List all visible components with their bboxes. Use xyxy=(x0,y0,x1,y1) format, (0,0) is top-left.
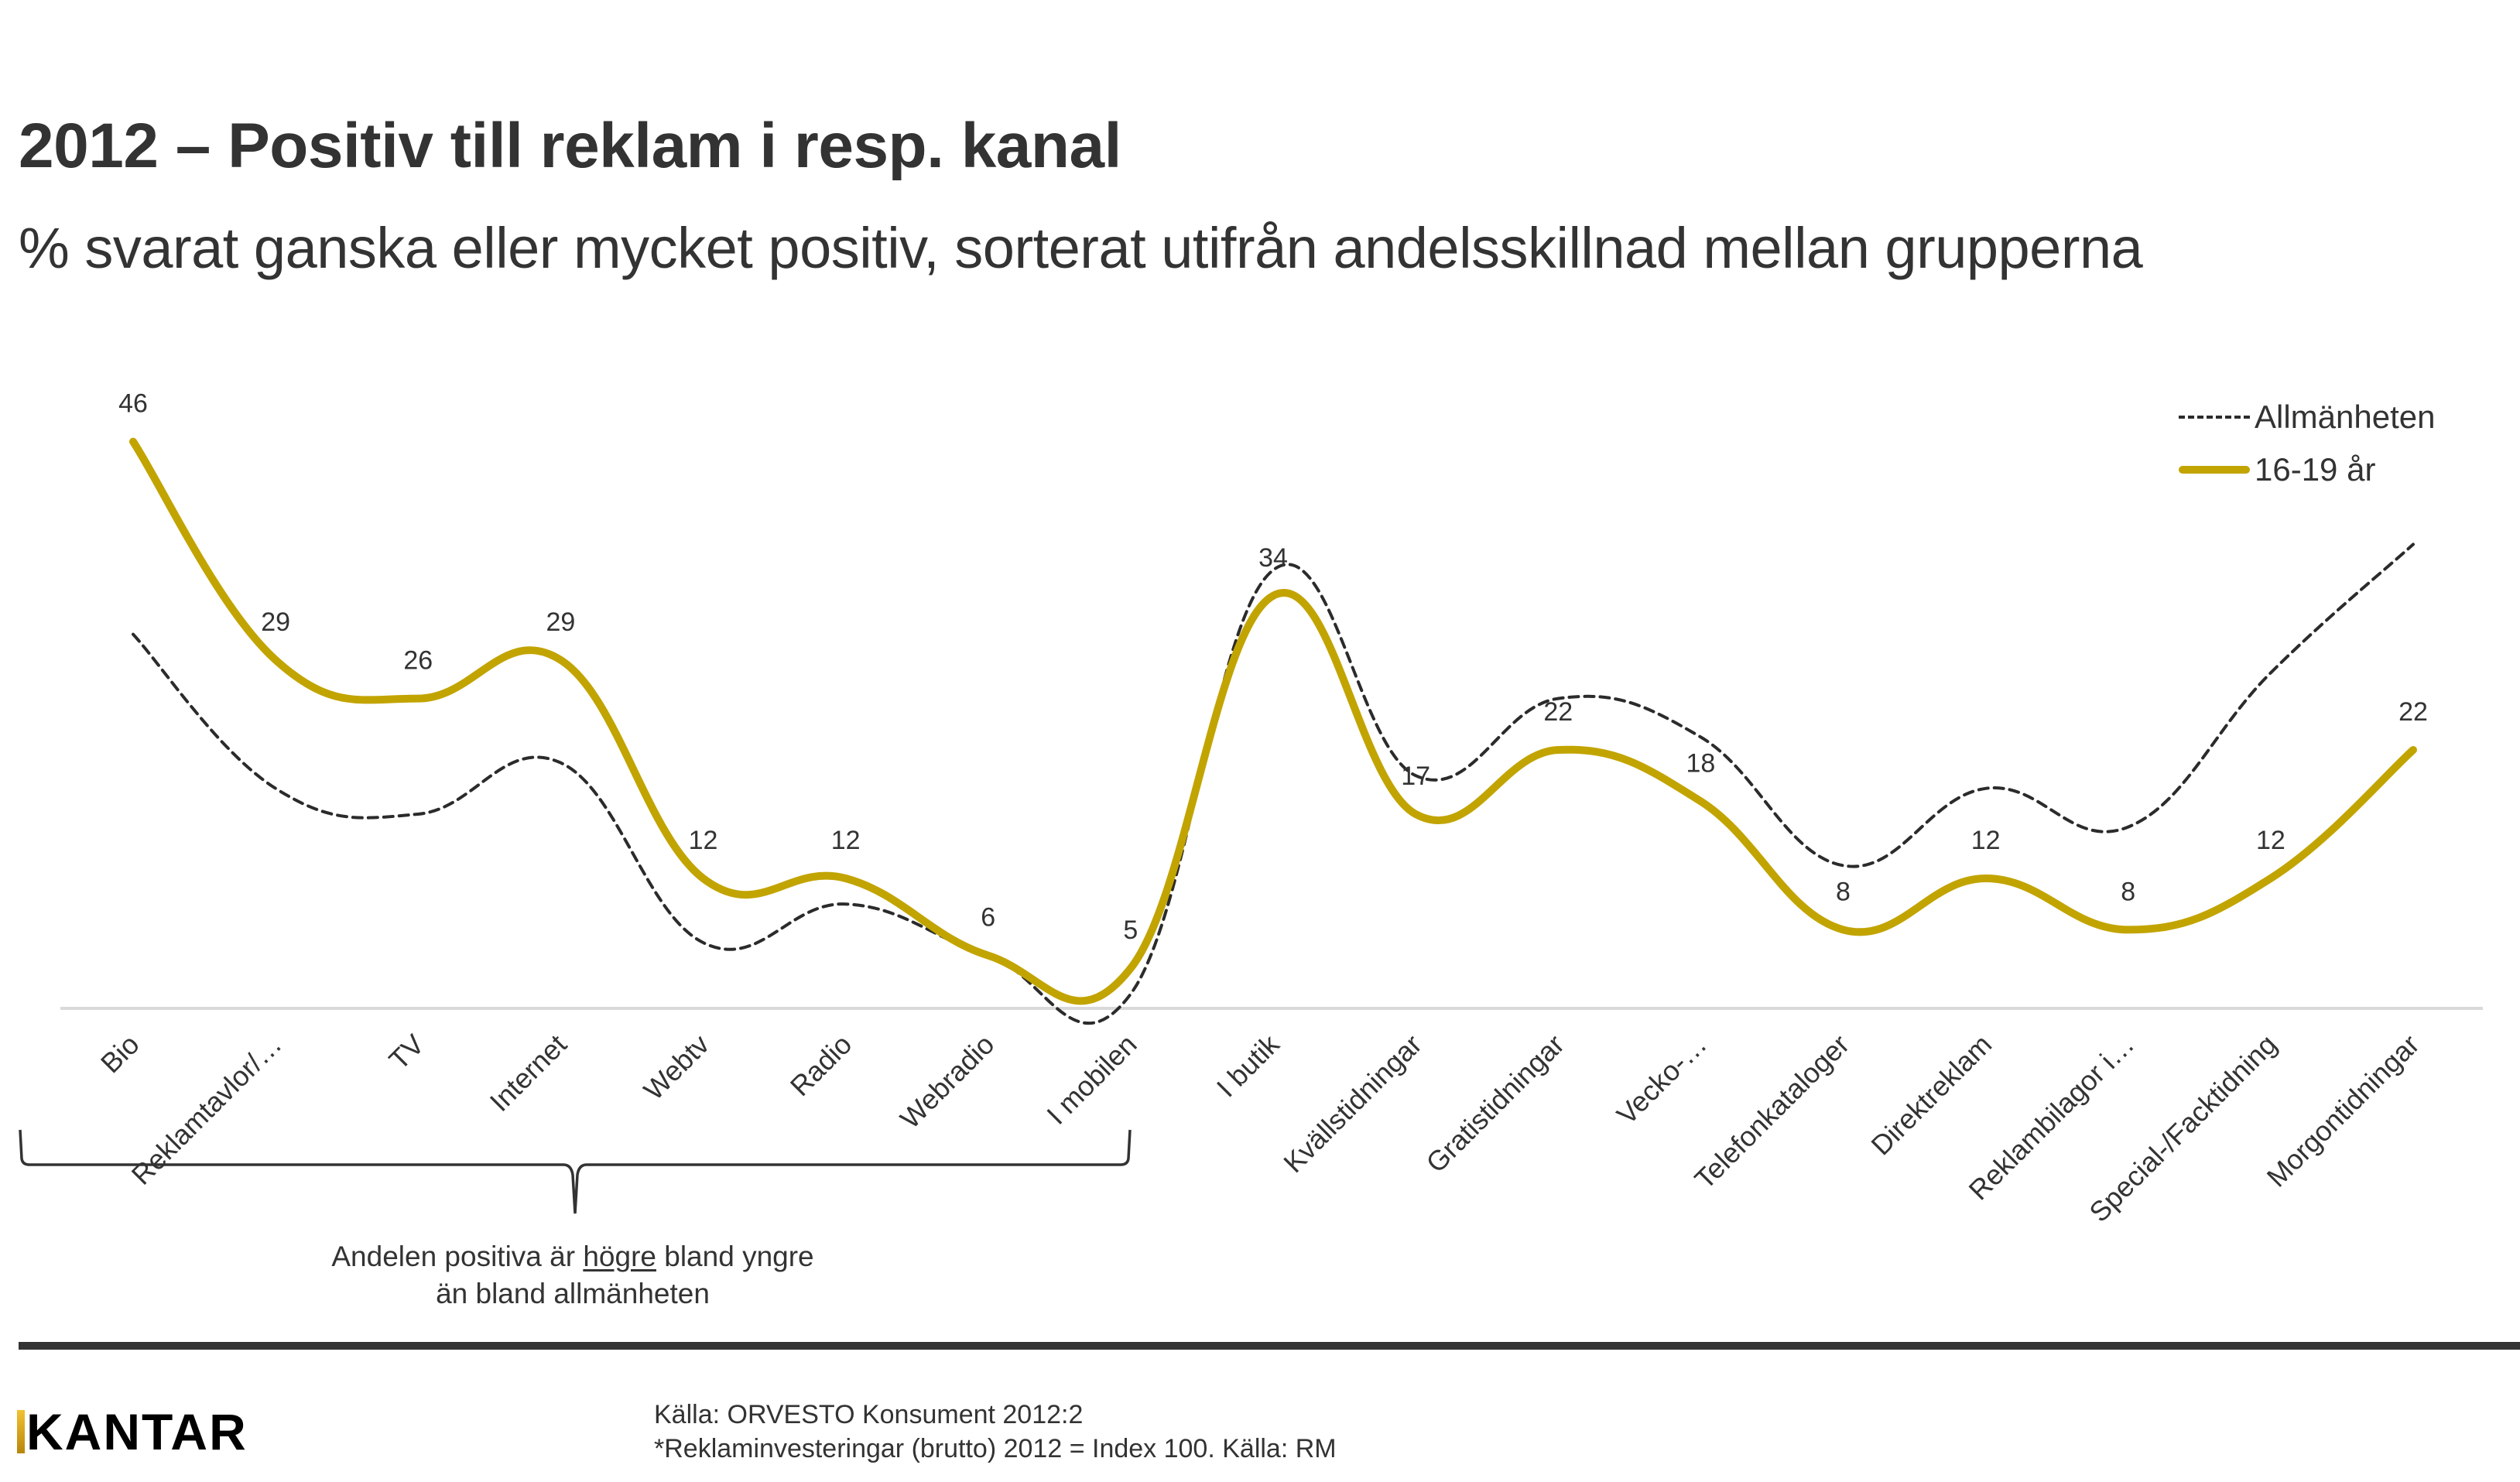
data-label: 46 xyxy=(118,389,148,419)
legend-label: 16-19 år xyxy=(2255,451,2376,488)
source-line-1: Källa: ORVESTO Konsument 2012:2 xyxy=(654,1400,1084,1429)
x-tick-label: I butik xyxy=(1210,1028,1286,1104)
data-label: 8 xyxy=(1836,877,1851,906)
source-line-2: *Reklaminvesteringar (brutto) 2012 = Ind… xyxy=(654,1434,1337,1463)
brace-annotation: Andelen positiva är högre bland yngre än… xyxy=(263,1238,882,1313)
x-tick-label: Morgontidningar xyxy=(2261,1029,2426,1193)
data-label: 12 xyxy=(831,826,861,855)
data-label-layer: 46 29 26 29 12 12 6 5 34 17 22 18 8 12 8 12 22 xyxy=(118,389,2428,946)
legend-label: Allmänheten xyxy=(2255,399,2436,435)
solid-line-swatch-icon xyxy=(2179,466,2250,474)
data-label: 17 xyxy=(1401,762,1430,791)
data-label: 29 xyxy=(546,608,575,637)
data-label: 5 xyxy=(1123,916,1138,945)
data-label: 22 xyxy=(1543,697,1573,727)
x-tick-label: Webtv xyxy=(637,1029,715,1107)
x-tick-label: Direktreklam xyxy=(1864,1029,1998,1162)
x-tick-label: Telefonkataloger xyxy=(1688,1029,1855,1196)
page-subtitle: % svarat ganska eller mycket positiv, so… xyxy=(19,216,2143,280)
x-tick-label: Reklamtavlor/… xyxy=(125,1029,288,1191)
data-label: 22 xyxy=(2398,697,2428,727)
data-label: 8 xyxy=(2121,877,2135,906)
dashed-line-swatch-icon xyxy=(2179,416,2250,419)
data-label: 12 xyxy=(2256,826,2285,855)
chart-legend: Allmänheten 16-19 år xyxy=(2179,391,2435,496)
data-label: 29 xyxy=(261,608,290,637)
series-layer xyxy=(129,437,2417,1025)
x-tick-label: Internet xyxy=(484,1029,573,1117)
annotation-line-2: än bland allmänheten xyxy=(436,1278,710,1309)
x-tick-label: Webradio xyxy=(894,1029,1000,1135)
x-tick-label: Bio xyxy=(94,1029,146,1080)
data-label: 34 xyxy=(1258,543,1288,573)
source-note: Källa: ORVESTO Konsument 2012:2 *Reklami… xyxy=(654,1398,1337,1466)
x-tick-label: Radio xyxy=(784,1029,858,1103)
x-tick-label: Vecko-… xyxy=(1611,1029,1713,1131)
annotation-brace xyxy=(19,1129,1132,1214)
footer-divider xyxy=(19,1342,2520,1350)
logo-gold-bar-icon xyxy=(17,1410,25,1453)
x-tick-label: TV xyxy=(382,1029,430,1076)
data-label: 12 xyxy=(689,826,718,855)
x-tick-label: Gratistidningar xyxy=(1419,1029,1570,1179)
kantar-logo: KANTAR xyxy=(17,1402,248,1461)
data-label: 26 xyxy=(403,646,433,676)
data-label: 6 xyxy=(981,903,995,933)
data-label: 18 xyxy=(1686,748,1715,778)
series-line-16-19-ar xyxy=(129,437,2417,1005)
x-tick-label: Kvällstidningar xyxy=(1277,1029,1428,1179)
legend-item-allmanheten: Allmänheten xyxy=(2179,391,2435,443)
data-label: 12 xyxy=(1971,826,2001,855)
x-tick-label: I mobilen xyxy=(1040,1029,1142,1131)
page-title: 2012 – Positiv till reklam i resp. kanal xyxy=(19,111,1121,181)
annotation-emphasis: högre xyxy=(583,1241,656,1272)
series-line-allmanheten xyxy=(132,542,2415,1025)
annotation-line-1: Andelen positiva är högre bland yngre xyxy=(331,1241,814,1272)
legend-item-16-19: 16-19 år xyxy=(2179,443,2435,496)
